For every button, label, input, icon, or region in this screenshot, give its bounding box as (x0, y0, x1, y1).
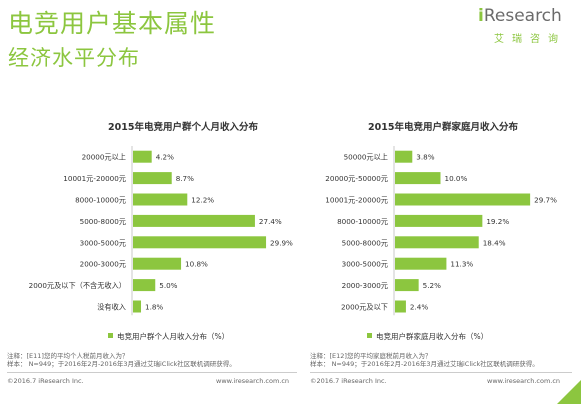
left-source: 样本： N=949；于2016年2月-2016年3月通过艾瑞iClick社区联机… (7, 360, 236, 368)
right-category-label: 2000元及以下 (341, 303, 388, 312)
right-footer-divider (310, 372, 572, 373)
left-copyright: ©2016.7 iResearch Inc. (7, 377, 84, 385)
right-bar (395, 236, 479, 249)
right-chart-title: 2015年电竞用户群家庭月收入分布 (368, 121, 518, 133)
right-value-label: 18.4% (483, 238, 506, 247)
left-category-label: 10001元-20000元 (63, 174, 126, 183)
logo-wordmark: iResearch (478, 6, 562, 26)
right-value-label: 29.7% (534, 196, 557, 205)
left-category-label: 没有收入 (97, 303, 126, 312)
right-category-label: 50000元以上 (344, 153, 388, 162)
right-category-label: 10001元-20000元 (325, 196, 388, 205)
left-bar (133, 257, 182, 270)
left-value-label: 12.2% (191, 196, 214, 205)
right-source: 样本： N=949；于2016年2月-2016年3月通过艾瑞iClick社区联机… (310, 360, 539, 368)
right-legend-swatch (367, 333, 372, 338)
right-bar (395, 150, 413, 163)
right-category-label: 8000-10000元 (337, 217, 388, 226)
right-value-label: 3.8% (416, 153, 434, 162)
right-bar (395, 214, 483, 227)
left-category-label: 2000-3000元 (80, 260, 126, 269)
right-bar (395, 257, 447, 270)
right-note: 注释：[E12]您的平均家庭税前月收入为？ (310, 352, 432, 360)
right-value-label: 10.0% (445, 174, 468, 183)
iresearch-logo: iResearch 艾瑞咨询 (478, 6, 574, 50)
left-category-label: 3000-5000元 (80, 238, 126, 247)
left-bar (133, 236, 267, 249)
logo-subtitle: 艾瑞咨询 (494, 34, 566, 45)
left-chart-title: 2015年电竞用户群个人月收入分布 (108, 121, 258, 133)
right-copyright: ©2016.7 iResearch Inc. (310, 377, 387, 385)
left-value-label: 5.0% (159, 281, 177, 290)
left-category-label: 8000-10000元 (75, 196, 126, 205)
left-url[interactable]: www.iresearch.com.cn (216, 377, 290, 385)
left-category-label: 2000元及以下（不含无收入） (29, 281, 126, 290)
left-value-label: 8.7% (176, 174, 194, 183)
left-category-label: 5000-8000元 (80, 217, 126, 226)
page-title: 电竞用户基本属性 (8, 9, 217, 38)
left-bar (133, 279, 156, 292)
left-bar (133, 300, 142, 313)
right-category-label: 3000-5000元 (342, 260, 388, 269)
left-value-label: 29.9% (270, 238, 293, 247)
left-note: 注释：[E11]您的平均个人税前月收入为？ (7, 352, 129, 360)
right-bar (395, 300, 406, 313)
right-bar (395, 193, 531, 206)
right-value-label: 11.3% (450, 260, 473, 269)
right-category-label: 2000-3000元 (342, 281, 388, 290)
left-legend-swatch (108, 333, 113, 338)
left-bar (133, 214, 255, 227)
left-footer-divider (7, 372, 297, 373)
right-legend-label: 电竞用户群家庭月收入分布（%） (376, 331, 488, 341)
right-value-label: 19.2% (486, 217, 509, 226)
right-value-label: 5.2% (423, 281, 441, 290)
right-value-label: 2.4% (410, 303, 428, 312)
left-value-label: 1.8% (145, 303, 163, 312)
left-bar (133, 193, 188, 206)
right-url[interactable]: www.iresearch.com.cn (487, 377, 561, 385)
left-bar (133, 150, 152, 163)
left-bar (133, 172, 172, 185)
left-category-label: 20000元以上 (82, 153, 126, 162)
corner-decoration (557, 380, 581, 404)
left-value-label: 27.4% (259, 217, 282, 226)
right-bar (395, 279, 419, 292)
left-value-label: 4.2% (156, 153, 174, 162)
left-value-label: 10.8% (185, 260, 208, 269)
right-bar (395, 172, 441, 185)
right-category-label: 20000元-50000元 (325, 174, 388, 183)
left-legend-label: 电竞用户群个人月收入分布（%） (117, 331, 229, 341)
page-subtitle: 经济水平分布 (8, 46, 140, 70)
right-category-label: 5000-8000元 (342, 238, 388, 247)
